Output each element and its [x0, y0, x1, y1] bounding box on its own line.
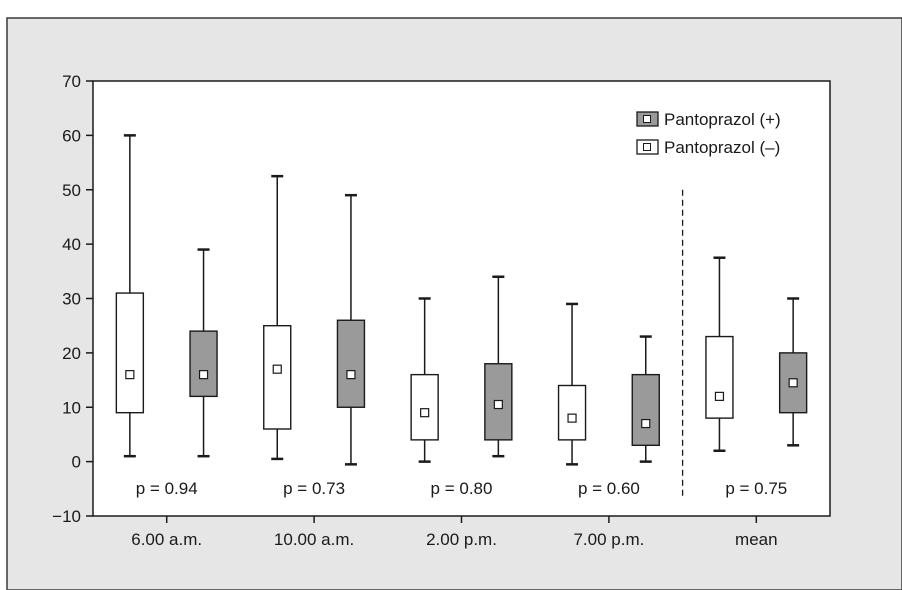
- p-values-layer: p = 0.94 p = 0.73 p = 0.80 p = 0.60 p = 0.75: [136, 479, 788, 498]
- p-value-label: p = 0.75: [725, 479, 787, 498]
- box-with: [336, 193, 366, 466]
- legend-marker-without: [643, 143, 651, 151]
- box-without: [557, 302, 587, 466]
- y-tick-label: 30: [62, 290, 81, 309]
- x-tick-label: 7.00 p.m.: [573, 530, 644, 549]
- median-marker: [346, 370, 356, 380]
- legend-marker-with: [643, 115, 651, 123]
- median-marker: [493, 399, 503, 410]
- y-axis: −10 0 10 20 30 40 50 60 70: [52, 72, 93, 526]
- y-tick-label: 20: [62, 344, 81, 363]
- median-marker: [714, 391, 725, 401]
- legend-item-without: Pantoprazol (–): [636, 138, 780, 157]
- p-value-label: p = 0.73: [283, 479, 345, 498]
- p-value-label: p = 0.94: [136, 479, 198, 498]
- y-tick-label: 0: [72, 453, 81, 472]
- y-tick-label: 50: [62, 181, 81, 200]
- box-with: [631, 335, 660, 463]
- legend-item-with: Pantoprazol (+): [636, 110, 781, 129]
- plot-area: [92, 80, 831, 517]
- iqr-box: [705, 335, 734, 419]
- iqr-box: [336, 319, 366, 408]
- x-axis: 6.00 a.m. 10.00 a.m. 2.00 p.m. 7.00 p.m. mea…: [131, 516, 778, 549]
- median-marker: [125, 370, 135, 380]
- y-tick-label: 60: [62, 126, 81, 145]
- iqr-box: [410, 373, 439, 441]
- median-marker: [567, 413, 577, 423]
- legend: Pantoprazol (+) Pantoprazol (–): [636, 110, 781, 157]
- box-with: [484, 275, 513, 458]
- y-tick-label: 70: [62, 72, 81, 91]
- x-tick-label: 10.00 a.m.: [274, 530, 354, 549]
- box-without: [115, 134, 145, 458]
- box-without: [263, 174, 292, 461]
- median-marker: [788, 378, 798, 388]
- y-tick-label: 10: [62, 398, 81, 417]
- x-tick-label: mean: [735, 530, 778, 549]
- median-marker: [641, 418, 651, 429]
- box-with: [189, 248, 218, 458]
- iqr-box: [115, 292, 145, 414]
- x-tick-label: 2.00 p.m.: [426, 530, 497, 549]
- median-marker: [198, 370, 209, 380]
- median-marker: [420, 408, 430, 418]
- iqr-box: [557, 384, 587, 441]
- iqr-box: [263, 324, 292, 430]
- p-value-label: p = 0.80: [431, 479, 493, 498]
- legend-label-with: Pantoprazol (+): [664, 110, 781, 129]
- y-tick-label: −10: [52, 507, 81, 526]
- x-tick-label: 6.00 a.m.: [131, 530, 202, 549]
- median-marker: [272, 364, 282, 374]
- iqr-box: [189, 330, 218, 398]
- box-without: [410, 297, 439, 463]
- box-with: [778, 297, 808, 447]
- box-without: [705, 256, 734, 452]
- y-tick-label: 40: [62, 235, 81, 254]
- boxes-layer: [115, 134, 808, 466]
- legend-label-without: Pantoprazol (–): [664, 138, 780, 157]
- iqr-box: [631, 373, 660, 447]
- p-value-label: p = 0.60: [578, 479, 640, 498]
